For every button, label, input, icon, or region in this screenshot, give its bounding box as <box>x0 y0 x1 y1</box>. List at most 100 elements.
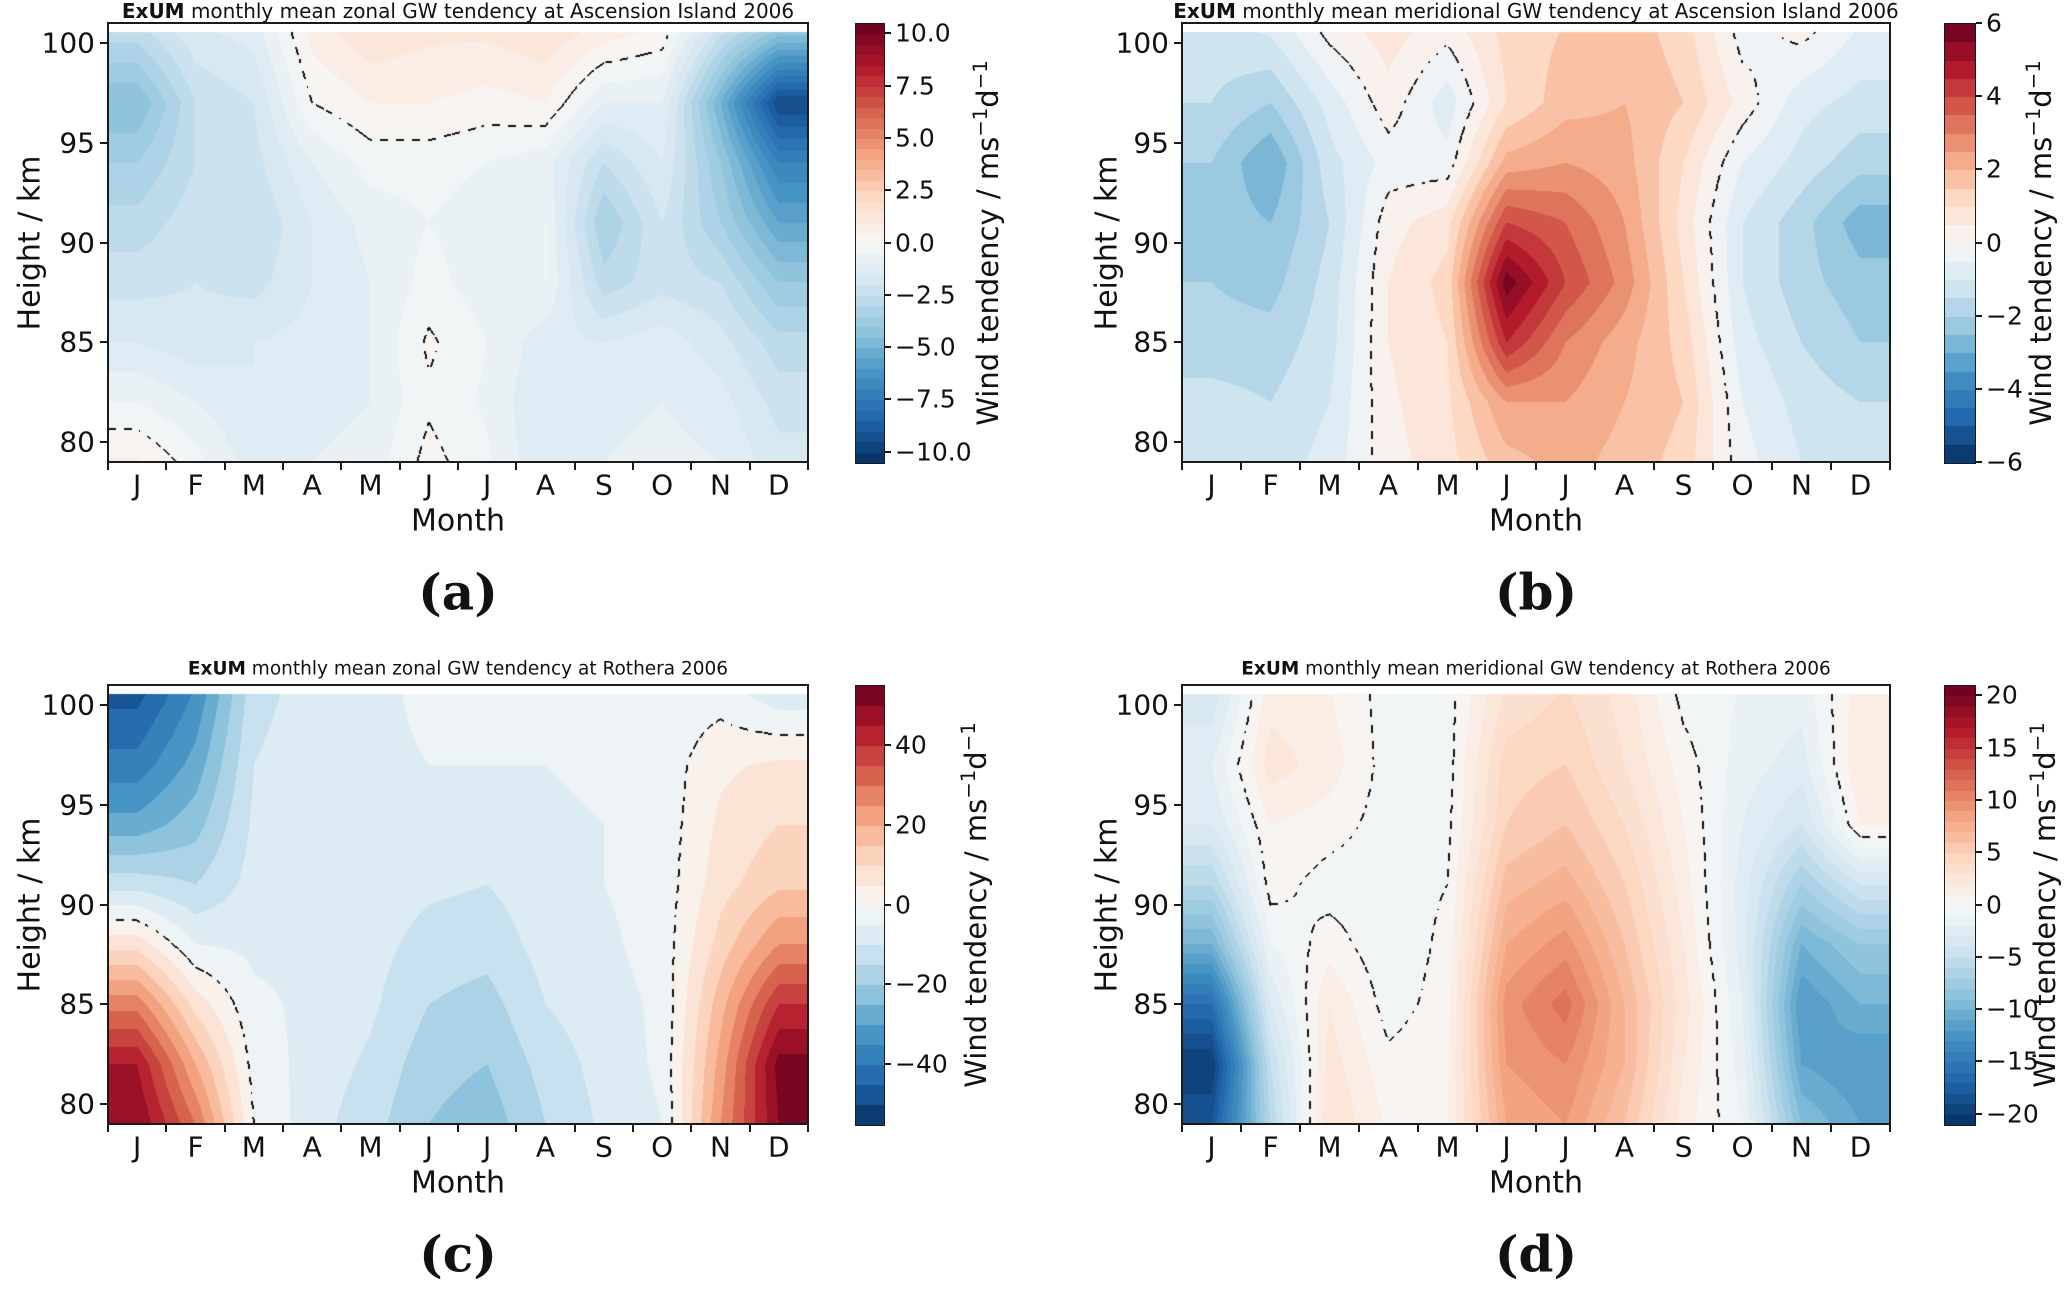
x-tick-label-month: J <box>1502 468 1511 502</box>
colorbar-tick <box>885 903 891 906</box>
colorbar-tick-label: 4 <box>1986 81 2002 111</box>
colorbar-tick-label: −2 <box>1986 301 2023 331</box>
x-tick <box>282 463 284 470</box>
x-tick <box>1712 1125 1714 1132</box>
x-tick <box>1476 1125 1478 1132</box>
colorbar-tick <box>1976 1008 1982 1011</box>
y-tick-label-height: 85 <box>59 325 95 359</box>
colorbar-tick-label: −15 <box>1986 1046 2039 1076</box>
x-tick <box>223 1125 226 1132</box>
x-tick-label-month: J <box>424 1130 433 1164</box>
colorbar-tick-label: −6 <box>1986 447 2023 477</box>
x-tick <box>165 1125 168 1132</box>
x-tick <box>632 463 634 470</box>
x-tick-label-month: A <box>302 1130 322 1164</box>
x-tick-label-month: J <box>133 1130 142 1164</box>
x-tick <box>1771 1125 1773 1132</box>
colorbar-tick-label: 2.5 <box>895 175 935 205</box>
x-tick-label-month: N <box>1791 468 1812 502</box>
x-tick <box>1889 463 1891 470</box>
x-tick <box>1535 1125 1537 1132</box>
y-tick-label-height: 80 <box>59 425 95 459</box>
panel-letter-b: (b) <box>1494 562 1578 622</box>
x-tick <box>1830 1125 1832 1132</box>
colorbar-tick <box>1976 241 1982 244</box>
colorbar-label-sup2: −1 <box>2022 59 2046 89</box>
contour-canvas-d <box>1182 685 1890 1124</box>
y-tick-label-height: 80 <box>1133 1087 1169 1121</box>
colorbar-label-prefix: Wind tendency / ms <box>2023 136 2058 426</box>
x-tick <box>1417 463 1419 470</box>
colorbar-tick-label: 20 <box>1986 680 2018 710</box>
colorbar-canvas-a <box>855 23 885 464</box>
x-tick-label-month: M <box>358 468 383 502</box>
colorbar-label-mid: d <box>2023 88 2058 108</box>
x-tick <box>340 463 343 470</box>
colorbar-tick-label: −5.0 <box>895 332 956 362</box>
x-axis-label-a: Month <box>410 503 506 539</box>
colorbar-tick <box>1976 694 1982 697</box>
x-tick <box>1889 1125 1891 1132</box>
x-tick-label-month: S <box>1674 468 1693 502</box>
colorbar-tick-label: 7.5 <box>895 71 935 101</box>
y-tick <box>100 41 107 44</box>
colorbar-tick-label: −2.5 <box>895 280 956 310</box>
colorbar-tick-label: 2 <box>1986 154 2002 184</box>
panel-title-rest-a: monthly mean zonal GW tendency at Ascens… <box>184 0 795 23</box>
y-tick <box>100 241 107 244</box>
x-tick-label-month: S <box>1674 1130 1693 1164</box>
x-tick-label-month: O <box>651 1130 674 1164</box>
x-tick-label-month: A <box>302 468 322 502</box>
x-tick <box>1181 463 1183 470</box>
y-tick <box>1174 41 1181 44</box>
colorbar-label-mid: d <box>2027 750 2062 770</box>
colorbar-label-prefix: Wind tendency / ms <box>2027 798 2062 1088</box>
panel-title-bold-b: ExUM <box>1173 0 1236 23</box>
colorbar-tick-label: −40 <box>895 1049 948 1079</box>
panel-letter-c: (c) <box>419 1224 497 1284</box>
colorbar-tick-label: 5.0 <box>895 123 935 153</box>
colorbar-tick <box>885 1063 891 1066</box>
x-tick-label-month: M <box>241 1130 266 1164</box>
x-tick <box>1830 463 1832 470</box>
colorbar-tick-label: 15 <box>1986 733 2018 763</box>
x-tick <box>340 1125 343 1132</box>
colorbar-tick-label: 6 <box>1986 8 2002 38</box>
x-tick-label-month: M <box>241 468 266 502</box>
colorbar-label-sup1: −1 <box>957 769 981 799</box>
y-tick <box>1174 703 1181 706</box>
colorbar-tick-label: −20 <box>895 969 948 999</box>
panel-title-c: ExUM monthly mean zonal GW tendency at R… <box>188 659 728 680</box>
x-tick-label-month: J <box>1207 468 1216 502</box>
colorbar-tick <box>885 136 891 139</box>
colorbar-tick <box>885 189 891 192</box>
colorbar-tick-label: −10 <box>1986 994 2039 1024</box>
colorbar-tick <box>1976 746 1982 749</box>
panel-title-bold-c: ExUM <box>187 658 246 680</box>
x-tick <box>1299 1125 1301 1132</box>
x-tick-label-month: J <box>1561 468 1570 502</box>
y-tick <box>1174 341 1181 344</box>
colorbar-tick-label: −10.0 <box>895 437 972 467</box>
x-tick <box>1358 1125 1360 1132</box>
colorbar-tick <box>1976 22 1982 24</box>
x-tick-label-month: S <box>594 1130 613 1164</box>
colorbar-label-sup1: −1 <box>2022 107 2046 137</box>
x-tick <box>1594 1125 1596 1132</box>
y-axis-label-b: Height / km <box>1089 155 1125 330</box>
y-axis-label-a: Height / km <box>12 155 48 330</box>
x-tick <box>1653 463 1655 470</box>
colorbar-label-prefix: Wind tendency / ms <box>970 136 1005 426</box>
panel-title-d: ExUM monthly mean meridional GW tendency… <box>1241 659 1830 680</box>
colorbar-tick <box>1976 314 1982 317</box>
panel-title-a: ExUM monthly mean zonal GW tendency at A… <box>122 0 794 23</box>
x-tick <box>1535 463 1537 470</box>
colorbar-label-prefix: Wind tendency / ms <box>958 798 993 1088</box>
colorbar-tick <box>1976 955 1982 958</box>
x-tick-label-month: J <box>1207 1130 1216 1164</box>
x-tick-label-month: A <box>535 1130 556 1164</box>
colorbar-tick-label: −5 <box>1986 942 2023 972</box>
colorbar-tick <box>1976 903 1982 906</box>
y-tick-label-height: 95 <box>59 788 95 822</box>
x-tick-label-month: J <box>1502 1130 1511 1164</box>
